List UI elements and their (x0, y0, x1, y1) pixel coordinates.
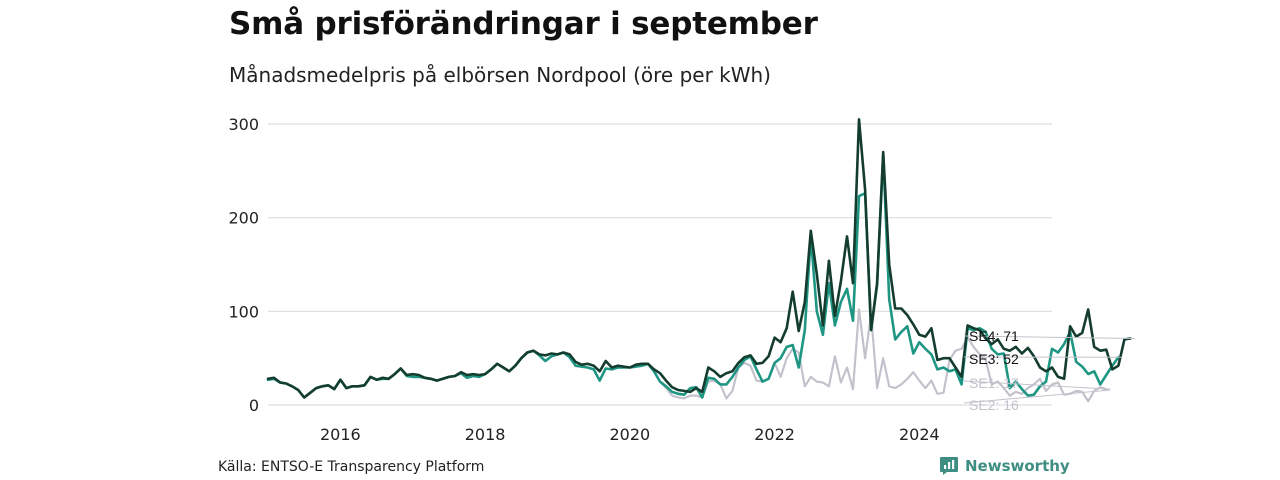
chart-subtitle: Månadsmedelpris på elbörsen Nordpool (ör… (229, 63, 771, 87)
x-tick-label-2018: 2018 (465, 425, 506, 444)
x-tick-label-2024: 2024 (899, 425, 940, 444)
end-label-se2: SE2: 16 (969, 397, 1019, 413)
end-label-se4: SE4: 71 (969, 328, 1019, 344)
x-tick-label-2016: 2016 (320, 425, 361, 444)
leader-line-se1 (963, 380, 1111, 390)
end-label-se1: SE1: 17 (969, 375, 1019, 391)
y-tick-label-100: 100 (228, 302, 259, 321)
chart-title: Små prisförändringar i september (229, 6, 818, 42)
source-note: Källa: ENTSO-E Transparency Platform (218, 459, 485, 475)
x-tick-label-2020: 2020 (610, 425, 651, 444)
gridlines (268, 123, 1052, 406)
leader-line-se4 (963, 335, 1135, 339)
series-lines (266, 118, 1132, 403)
y-tick-label-300: 300 (228, 115, 259, 134)
y-tick-label-0: 0 (249, 396, 259, 415)
newsworthy-logo-icon (940, 457, 958, 475)
x-axis-ticks: 2016 2018 2020 2022 2024 (320, 425, 940, 444)
series-end-labels: SE2: 16 SE1: 17 SE3: 52 SE4: 71 (963, 328, 1135, 413)
newsworthy-logo: Newsworthy (939, 456, 1070, 476)
newsworthy-brand-label: Newsworthy (965, 457, 1070, 475)
series-line-se4 (266, 118, 1132, 399)
leader-line-se2 (963, 389, 1111, 404)
y-tick-label-200: 200 (228, 209, 259, 228)
x-tick-label-2022: 2022 (754, 425, 795, 444)
end-label-se3: SE3: 52 (969, 351, 1019, 367)
y-axis-ticks: 0 100 200 300 (228, 115, 259, 415)
